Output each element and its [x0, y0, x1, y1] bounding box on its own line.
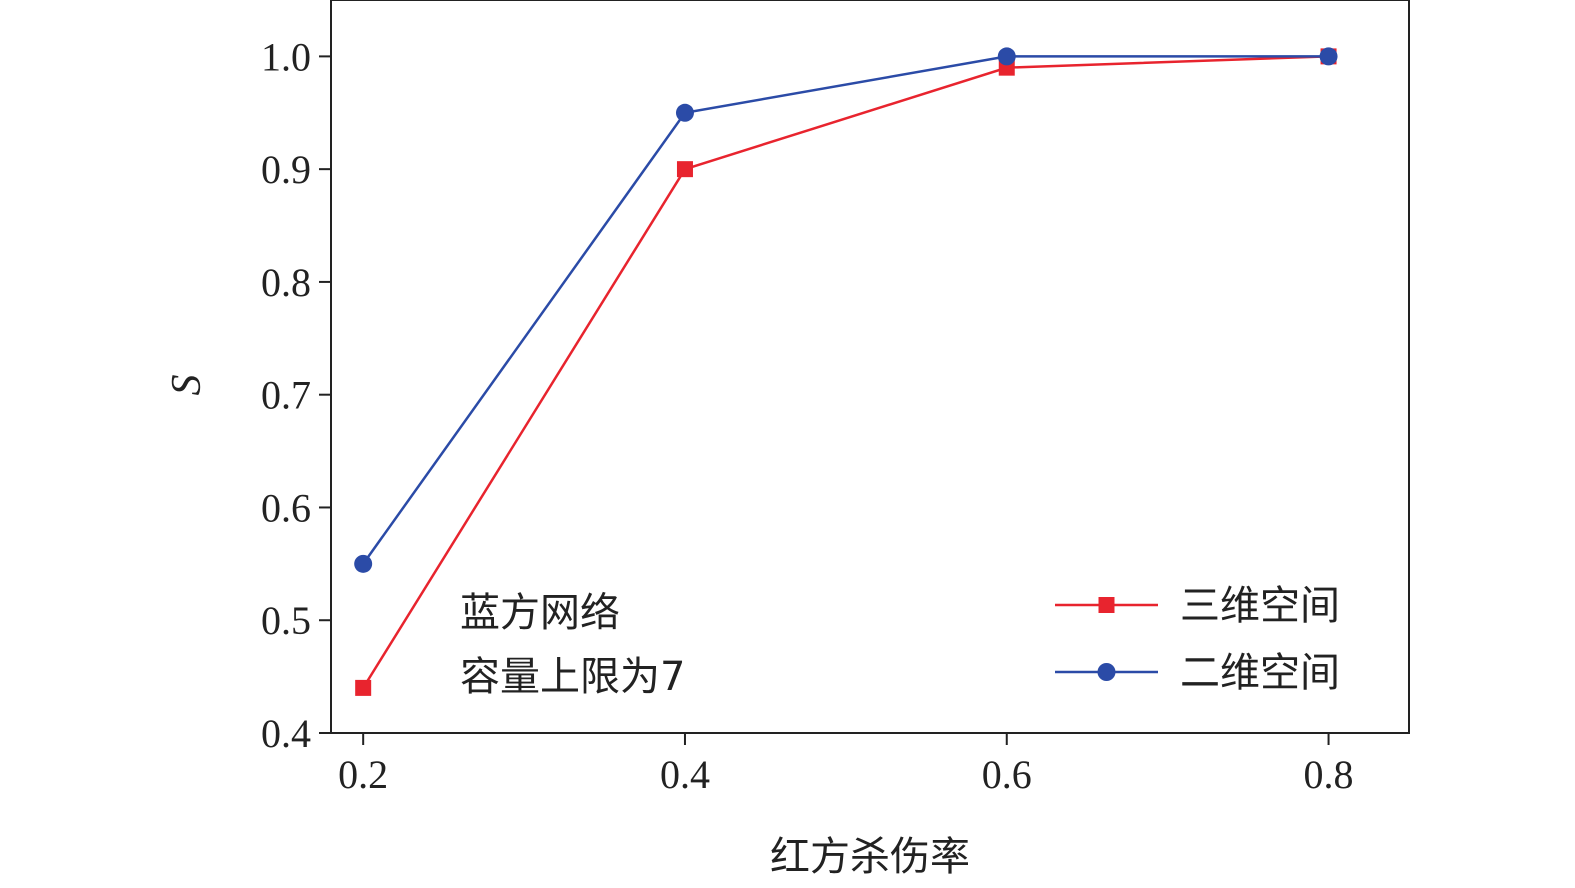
series-line	[362, 55, 1329, 689]
data-point	[1319, 47, 1338, 66]
legend-marker	[1097, 663, 1116, 681]
data-point	[997, 47, 1016, 66]
series-layer	[354, 47, 1338, 696]
annotation-line-2: 容量上限为7	[460, 654, 685, 700]
legend-label: 二维空间	[1180, 650, 1340, 696]
annotation: 蓝方网络 容量上限为7	[460, 590, 685, 700]
series-2	[354, 47, 1338, 573]
data-point	[355, 679, 372, 696]
legend-entry: 三维空间	[1055, 583, 1340, 629]
data-point	[354, 554, 373, 573]
series-line	[362, 55, 1329, 565]
y-tick-label: 0.6	[261, 485, 311, 530]
y-tick-label: 0.7	[261, 373, 311, 418]
annotation-line-1: 蓝方网络	[460, 590, 620, 636]
data-point	[675, 103, 694, 122]
legend-marker	[1098, 597, 1115, 613]
y-axis-title: S	[164, 375, 210, 396]
y-tick-label: 0.5	[261, 598, 311, 643]
legend-label: 三维空间	[1180, 583, 1340, 629]
y-tick-label: 1.0	[261, 34, 311, 79]
y-tick-label: 0.9	[261, 147, 311, 192]
plot-frame	[330, 0, 1410, 734]
x-tick-label: 0.6	[982, 752, 1032, 797]
x-axis-title: 红方杀伤率	[770, 834, 970, 880]
x-tick-label: 0.2	[338, 752, 388, 797]
y-tick-label: 0.4	[261, 711, 311, 756]
legend-entry: 二维空间	[1055, 650, 1340, 696]
x-axis-ticks: 0.2 0.4 0.6 0.8	[338, 733, 1354, 797]
y-axis-ticks: 0.4 0.5 0.6 0.7 0.8 0.9 1.0	[261, 34, 331, 756]
data-point	[676, 161, 693, 178]
x-tick-label: 0.8	[1304, 752, 1354, 797]
y-tick-label: 0.8	[261, 260, 311, 305]
x-tick-label: 0.4	[660, 752, 710, 797]
